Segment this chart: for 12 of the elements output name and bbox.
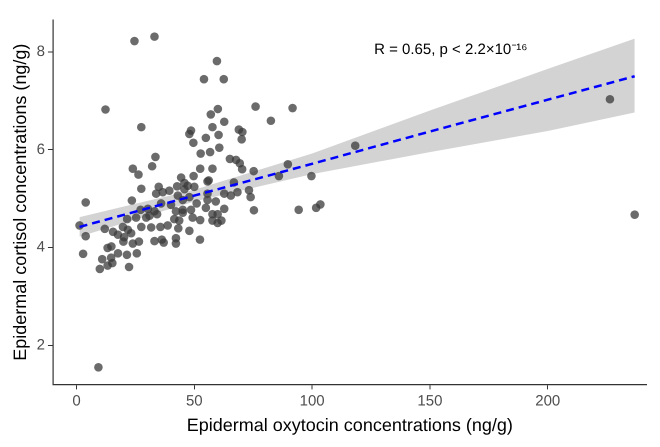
y-axis-title: Epidermal cortisol concentrations (ng/g) (10, 44, 30, 361)
x-tick-label: 200 (535, 392, 560, 410)
x-tick-label: 150 (417, 392, 442, 410)
annotation: R = 0.65, p < 2.2×10⁻¹⁶ (374, 41, 528, 58)
y-tick-label: 4 (36, 238, 45, 256)
x-axis-title: Epidermal oxytocin concentrations (ng/g) (186, 415, 513, 436)
y-tick-label: 6 (36, 140, 45, 158)
x-tick-label: 50 (186, 392, 203, 410)
x-tick-label: 100 (300, 392, 325, 410)
y-tick-label: 2 (36, 336, 45, 354)
y-tick-label: 8 (36, 42, 45, 60)
x-tick-label: 0 (72, 392, 81, 410)
